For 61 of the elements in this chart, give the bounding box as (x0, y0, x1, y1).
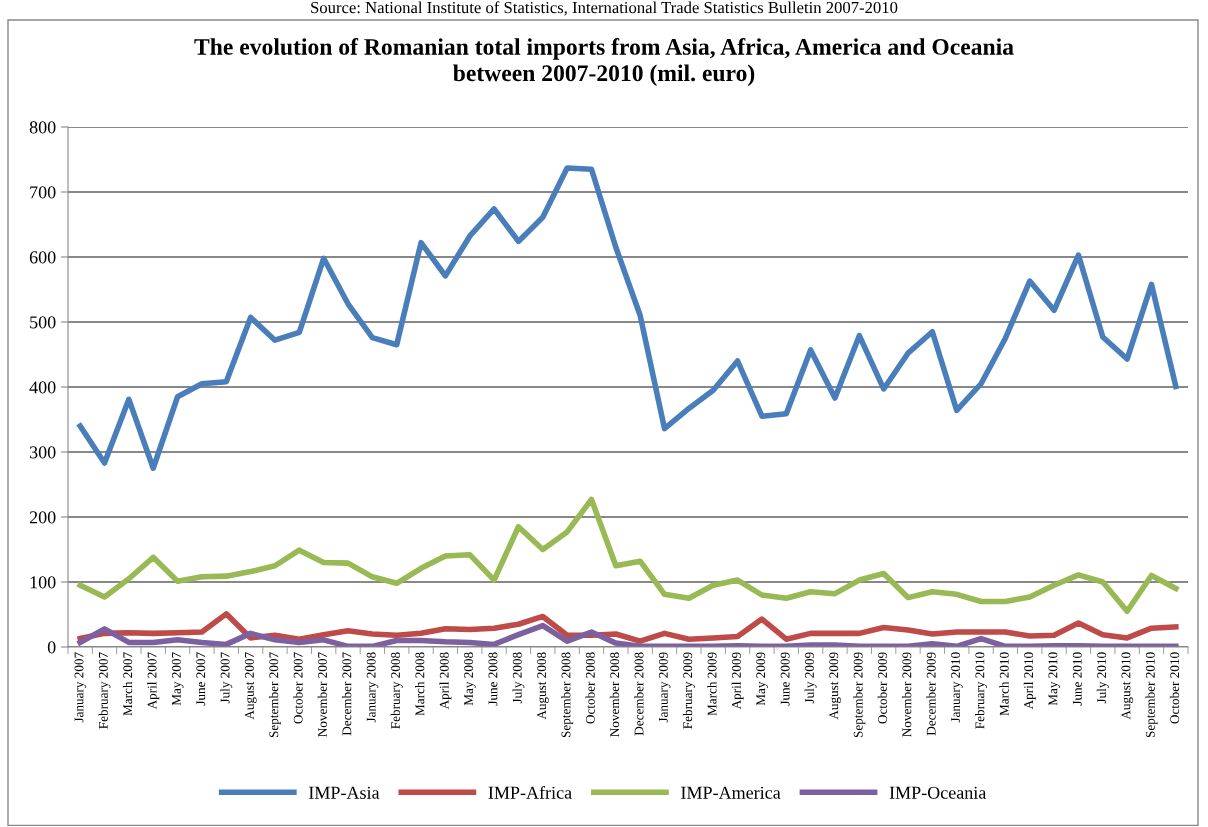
x-tick-label: March 2008 (415, 652, 425, 716)
x-tick-label: January 2010 (951, 652, 963, 723)
x-tick-label: December 2007 (342, 652, 352, 736)
x-tick-label: July 2007 (220, 652, 233, 704)
x-tick-label: October 2008 (585, 652, 595, 724)
x-tick-label: January 2008 (366, 652, 379, 723)
x-tick-label: October 2010 (1169, 652, 1180, 724)
x-tick-label: August 2008 (537, 652, 549, 720)
x-tick-label: September 2008 (561, 652, 574, 738)
x-tick-label: July 2008 (512, 652, 525, 704)
x-tick-label: March 2009 (707, 652, 717, 716)
x-tick-label: May 2008 (464, 652, 476, 706)
x-tick-label: April 2009 (731, 652, 744, 710)
x-tick-label: December 2009 (926, 652, 936, 736)
x-tick-label: February 2010 (975, 652, 988, 729)
chart-title: The evolution of Romanian total imports from Asia, Africa, America and Oceania between 2007-2010 (mil. euro) (194, 38, 1014, 86)
x-tick-label: August 2007 (244, 652, 257, 720)
y-tick-label: 300 (29, 446, 56, 459)
x-tick-label: October 2007 (293, 652, 303, 724)
x-tick-label: February 2008 (390, 652, 403, 729)
y-tick-label: 700 (30, 186, 56, 199)
y-tick-label: 600 (29, 251, 56, 264)
x-tick-label: April 2010 (1023, 652, 1036, 710)
legend-label: IMP-Asia (308, 786, 380, 799)
x-tick-label: September 2009 (853, 652, 866, 738)
x-tick-label: July 2010 (1096, 652, 1109, 704)
x-tick-label: April 2007 (147, 652, 160, 710)
x-tick-label: May 2009 (756, 652, 768, 706)
x-tick-label: June 2007 (196, 652, 206, 706)
x-tick-label: August 2009 (829, 652, 841, 720)
x-tick-label: April 2008 (439, 652, 452, 710)
x-tick-label: November 2008 (609, 652, 620, 737)
x-tick-label: September 2010 (1145, 652, 1158, 738)
y-tick-label: 200 (29, 511, 56, 524)
x-tick-label: March 2010 (999, 652, 1009, 716)
legend-label: IMP-Oceania (889, 786, 987, 799)
x-tick-label: February 2009 (682, 652, 695, 729)
x-tick-label: January 2007 (74, 652, 87, 723)
x-tick-label: September 2007 (268, 652, 281, 738)
x-tick-label: October 2009 (877, 652, 887, 724)
x-tick-label: June 2009 (780, 652, 790, 706)
x-tick-label: December 2008 (634, 652, 644, 736)
y-tick-label: 500 (30, 316, 56, 329)
y-tick-label: 100 (30, 576, 56, 589)
x-tick-label: January 2009 (658, 652, 671, 723)
y-tick-label: 800 (29, 121, 56, 134)
legend-label: IMP-America (681, 786, 781, 799)
legend-label: IMP-Africa (488, 785, 572, 799)
x-tick-label: November 2007 (317, 652, 327, 737)
x-tick-label: May 2007 (171, 652, 184, 706)
x-tick-label: July 2009 (804, 652, 817, 704)
y-tick-label: 400 (29, 381, 56, 394)
x-tick-label: March 2007 (122, 652, 133, 716)
x-tick-label: June 2010 (1072, 652, 1082, 706)
source-note: Source: National Institute of Statistics, International Trade Statistics Bulletin 2007-2010 (311, 1, 898, 16)
x-tick-label: May 2010 (1048, 652, 1061, 706)
x-tick-label: June 2008 (488, 652, 498, 706)
x-tick-label: August 2010 (1121, 652, 1134, 720)
x-tick-label: February 2007 (98, 652, 111, 729)
y-tick-label: 0 (47, 641, 56, 654)
x-tick-label: November 2009 (902, 652, 912, 737)
